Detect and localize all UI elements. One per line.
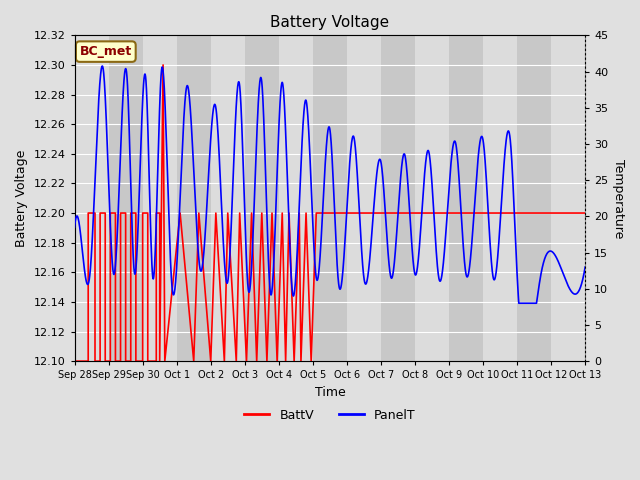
Bar [415,36,449,361]
Title: Battery Voltage: Battery Voltage [270,15,390,30]
Bar [551,36,585,361]
Bar [244,36,279,361]
Bar [177,36,211,361]
Bar [483,36,517,361]
Bar [517,36,551,361]
Bar [381,36,415,361]
Bar [347,36,381,361]
X-axis label: Time: Time [314,386,345,399]
Bar [211,36,244,361]
Bar [449,36,483,361]
Bar [313,36,347,361]
Y-axis label: Battery Voltage: Battery Voltage [15,150,28,247]
Bar [109,36,143,361]
Bar [75,36,109,361]
Legend: BattV, PanelT: BattV, PanelT [239,404,420,427]
Y-axis label: Temperature: Temperature [612,158,625,238]
Bar [143,36,177,361]
Text: BC_met: BC_met [80,45,132,58]
Bar [279,36,313,361]
